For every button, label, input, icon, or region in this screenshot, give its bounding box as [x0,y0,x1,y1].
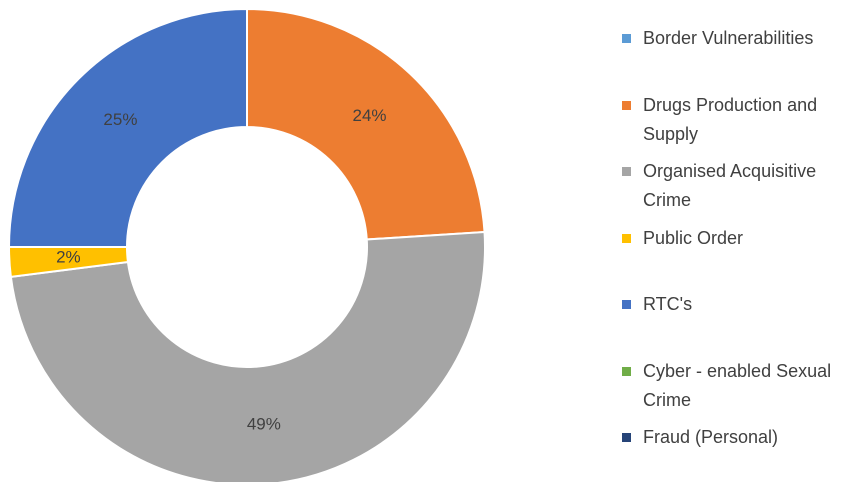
donut-slice [7,7,248,248]
legend-swatch [622,34,631,43]
legend-item: RTC's [622,290,856,319]
legend-item: Fraud (Personal) [622,423,856,452]
legend-label: Fraud (Personal) [643,427,779,447]
legend-label: Border Vulnerabilities [643,28,814,48]
legend-swatch [622,366,631,376]
legend-swatch [622,300,631,309]
legend-swatch [622,167,631,176]
data-label: 25% [103,110,137,129]
legend-label: Organised Acquisitive Crime [643,161,817,210]
donut-slice [246,7,486,241]
donut-slice [9,230,486,482]
chart: 24% 49% 2% 25% [7,7,486,482]
legend-swatch [622,433,631,442]
legend-item: Drugs Production and Supply [622,91,856,149]
legend-label: Drugs Production and Supply [643,94,818,144]
legend-label: RTC's [643,294,693,314]
legend-swatch [622,100,631,110]
legend-swatch [622,233,631,243]
data-label: 2% [56,248,81,267]
legend-item: Cyber - enabled Sexual Crime [622,357,856,415]
legend-item: Public Order [622,224,856,253]
legend-label: Cyber - enabled Sexual Crime [643,360,832,410]
legend-item: Border Vulnerabilities [622,24,856,53]
data-label: 49% [247,415,281,434]
legend-item: Organised Acquisitive Crime [622,157,856,215]
legend-label: Public Order [643,227,744,248]
data-label: 24% [353,106,387,125]
